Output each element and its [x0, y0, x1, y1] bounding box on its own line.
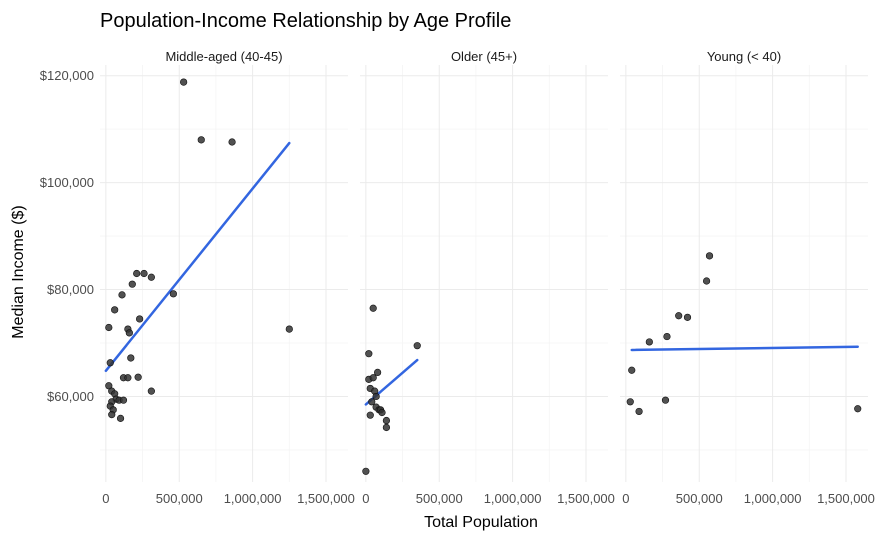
- x-tick-label: 1,000,000: [224, 491, 282, 506]
- x-tick-label: 500,000: [416, 491, 463, 506]
- data-point: [106, 359, 114, 367]
- data-point: [382, 416, 391, 425]
- facet-label: Young (< 40): [707, 49, 781, 64]
- panels: Middle-aged (40-45) 0 500,000 1,000,000 1,50…: [100, 49, 875, 506]
- facet-label: Older (45+): [451, 49, 517, 64]
- panel-2: Young (< 40) 0 500,000 1,000,000 1,500,000: [620, 49, 875, 506]
- trend-line: [104, 141, 291, 373]
- trend-line: [630, 345, 859, 352]
- data-point: [105, 323, 113, 332]
- data-point: [628, 366, 636, 374]
- y-tick-label: $120,000: [40, 68, 94, 83]
- x-tick-label: 1,000,000: [484, 491, 542, 506]
- y-tick-label: $60,000: [47, 389, 94, 404]
- x-tick-label: 0: [622, 491, 629, 506]
- data-point: [147, 273, 155, 281]
- data-point: [413, 342, 421, 350]
- y-axis-title: Median Income ($): [10, 205, 27, 338]
- data-point: [368, 398, 376, 406]
- data-point: [365, 350, 373, 358]
- data-point: [136, 315, 144, 323]
- data-point: [125, 329, 133, 337]
- x-tick-label: 500,000: [676, 491, 723, 506]
- data-point: [661, 396, 670, 404]
- data-point: [108, 411, 116, 419]
- data-point: [140, 269, 148, 278]
- y-tick-label: $100,000: [40, 175, 94, 190]
- data-point: [285, 325, 293, 333]
- data-point: [374, 368, 382, 377]
- data-point: [626, 398, 634, 406]
- chart-title: Population-Income Relationship by Age Pr…: [100, 10, 511, 32]
- data-point: [116, 414, 125, 422]
- data-point: [111, 306, 119, 314]
- data-point: [675, 312, 683, 320]
- data-point: [369, 374, 377, 382]
- x-tick-label: 0: [102, 491, 109, 506]
- data-point: [663, 332, 671, 341]
- data-point: [369, 304, 377, 312]
- data-point: [118, 291, 126, 299]
- data-point: [134, 373, 142, 381]
- data-point: [180, 78, 188, 86]
- data-point: [362, 467, 370, 475]
- y-axis-ticks: $60,000 $80,000 $100,000 $120,000: [40, 68, 94, 404]
- data-point: [124, 374, 132, 382]
- data-point: [147, 387, 155, 395]
- x-axis-title: Total Population: [424, 514, 538, 531]
- data-point: [372, 392, 380, 401]
- data-point: [127, 354, 135, 362]
- data-point: [133, 269, 141, 278]
- data-point: [119, 396, 128, 404]
- data-point: [382, 423, 391, 432]
- data-point: [378, 408, 386, 417]
- y-tick-label: $80,000: [47, 282, 94, 297]
- data-point: [128, 280, 136, 288]
- data-point: [645, 338, 653, 346]
- x-tick-label: 1,500,000: [557, 491, 615, 506]
- panel-1: Older (45+) 0 500,000 1,000,000 1,500,000: [360, 49, 615, 506]
- data-point: [635, 407, 643, 416]
- data-point: [683, 313, 692, 321]
- data-point: [705, 252, 714, 260]
- x-tick-label: 1,000,000: [744, 491, 802, 506]
- panel-0: Middle-aged (40-45) 0 500,000 1,000,000 1,50…: [100, 49, 355, 506]
- x-tick-label: 1,500,000: [297, 491, 355, 506]
- x-tick-label: 1,500,000: [817, 491, 875, 506]
- data-point: [197, 136, 205, 144]
- x-tick-label: 0: [362, 491, 369, 506]
- data-point: [702, 277, 711, 285]
- facet-label: Middle-aged (40-45): [165, 49, 282, 64]
- data-point: [366, 411, 374, 419]
- x-tick-label: 500,000: [156, 491, 203, 506]
- data-point: [854, 405, 862, 413]
- data-point: [228, 138, 236, 146]
- data-point: [169, 290, 177, 298]
